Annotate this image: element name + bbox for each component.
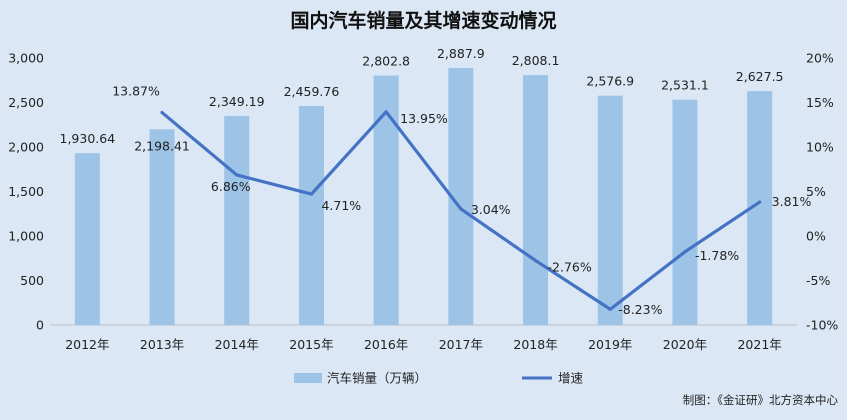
line-series [160, 110, 762, 311]
y-right-tick-label: 20% [806, 51, 834, 66]
legend-swatch-sales [294, 373, 322, 383]
chart-title: 国内汽车销量及其增速变动情况 [290, 9, 556, 32]
bar [597, 95, 623, 325]
line-value-label: 4.71% [321, 198, 361, 213]
x-tick-label: 2013年 [140, 337, 184, 352]
x-tick-label: 2021年 [737, 337, 781, 352]
line-point [160, 111, 164, 115]
bar-value-label: 2,627.5 [736, 69, 784, 84]
y-right-tick-label: -5% [806, 273, 830, 288]
data-labels: 1,930.64 2,198.41 2,349.19 2,459.76 2,802.8 2… [60, 46, 812, 317]
y-left-tick-label: 2,000 [8, 140, 44, 155]
legend: 汽车销量（万辆） 增速 [294, 371, 584, 386]
bar [149, 129, 175, 325]
line-value-label: 3.04% [471, 202, 511, 217]
y-left-tick-label: 3,000 [8, 51, 44, 66]
x-tick-label: 2019年 [588, 337, 632, 352]
x-tick-label: 2012年 [65, 337, 109, 352]
source-note: 制图：《金证研》北方资本中心 [683, 393, 839, 407]
x-tick-label: 2017年 [439, 337, 483, 352]
x-tick-label: 2018年 [513, 337, 557, 352]
line-point [683, 250, 687, 254]
y-right-tick-label: 10% [806, 140, 834, 155]
bar-value-label: 2,802.8 [362, 54, 410, 69]
bar-value-label: 2,198.41 [134, 138, 190, 153]
bar-value-label: 2,349.19 [209, 94, 265, 109]
bar-value-label: 1,930.64 [60, 131, 116, 146]
bar [523, 75, 549, 325]
line-value-label: -2.76% [548, 260, 592, 275]
bar [373, 75, 399, 325]
y-right-tick-label: 5% [806, 184, 826, 199]
line-point [384, 110, 388, 114]
legend-label-growth: 增速 [558, 371, 584, 386]
line-point [758, 200, 762, 204]
line-value-label: -8.23% [618, 302, 662, 317]
x-tick-label: 2016年 [364, 337, 408, 352]
bar [74, 153, 100, 325]
y-left-tick-label: 1,500 [8, 184, 44, 199]
y-left-tick-label: 1,000 [8, 229, 44, 244]
line-point [534, 259, 538, 263]
bar-value-label: 2,459.76 [284, 84, 340, 99]
y-right-tick-label: -10% [806, 318, 838, 333]
y-left-tick-label: 2,500 [8, 95, 44, 110]
x-tick-label: 2014年 [215, 337, 259, 352]
line-point [459, 207, 463, 211]
line-value-label: 13.95% [400, 111, 448, 126]
bar [672, 99, 698, 325]
line-value-label: 3.81% [772, 194, 812, 209]
bar-value-label: 2,531.1 [661, 78, 709, 93]
line-point [309, 192, 313, 196]
bar [224, 115, 250, 325]
line-point [235, 173, 239, 177]
x-tick-label: 2015年 [289, 337, 333, 352]
y-right-tick-label: 15% [806, 95, 834, 110]
x-tick-label: 2020年 [663, 337, 707, 352]
line-value-label: 13.87% [112, 84, 160, 99]
bar-value-label: 2,576.9 [586, 74, 634, 89]
line-value-label: 6.86% [211, 179, 251, 194]
y-left-tick-label: 0 [36, 318, 44, 333]
bar [298, 106, 324, 325]
y-right-tick-label: 0% [806, 229, 826, 244]
bar-value-label: 2,808.1 [512, 53, 560, 68]
bar-value-label: 2,887.9 [437, 46, 485, 61]
axes: 0 500 1,000 1,500 2,000 2,500 3,000 -10% -5% 0% 5%… [8, 51, 838, 353]
line-point [608, 307, 612, 311]
y-left-tick-label: 500 [20, 273, 44, 288]
bar-series [74, 67, 773, 325]
line-value-label: -1.78% [695, 248, 739, 263]
legend-label-sales: 汽车销量（万辆） [327, 371, 427, 386]
